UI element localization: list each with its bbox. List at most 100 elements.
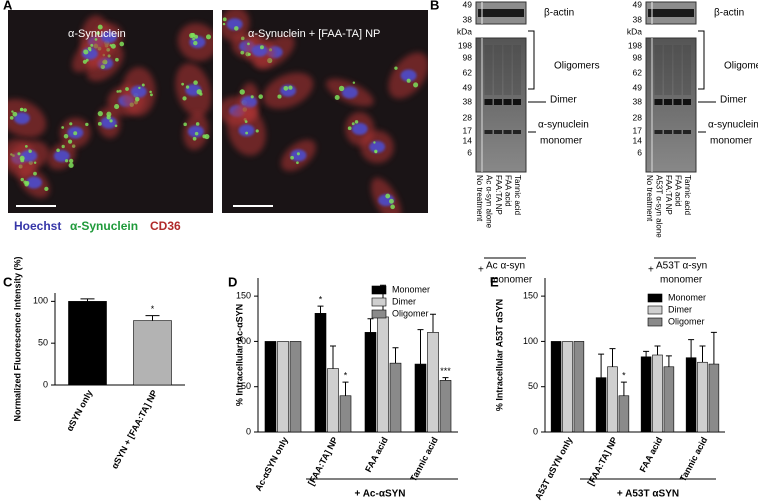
- bar: [427, 332, 439, 433]
- synuclein-spot: [106, 115, 111, 120]
- error-bar: [392, 347, 399, 364]
- lane-label: FAA acid: [503, 175, 512, 207]
- synuclein-spot: [194, 131, 199, 136]
- x-tick-label: A53T αSYN only: [533, 435, 574, 501]
- nucleus: [251, 44, 268, 57]
- oligomer-smear: [494, 45, 502, 95]
- synuclein-spot: [290, 155, 294, 160]
- lane-label: No treatment: [645, 175, 654, 222]
- image-caption: α-Synuclein + [FAA-TA] NP: [248, 28, 380, 40]
- marker-label: 49: [463, 0, 473, 9]
- synuclein-spot: [68, 162, 74, 168]
- monomer-band: [683, 130, 691, 134]
- synuclein-spot: [68, 158, 74, 164]
- dimer-band: [484, 99, 493, 105]
- synuclein-spot: [385, 193, 391, 199]
- synuclein-spot: [97, 121, 102, 126]
- marker-label: 6: [467, 147, 472, 157]
- stain-synuclein: α-Synuclein: [70, 219, 138, 233]
- bar: [389, 362, 402, 433]
- error-bar: [609, 348, 616, 367]
- marker-label: 14: [633, 135, 643, 145]
- synuclein-spot: [351, 122, 355, 126]
- synuclein-spot: [239, 89, 245, 95]
- y-tick-label: 0: [43, 379, 48, 389]
- synuclein-spot: [138, 86, 141, 90]
- synuclein-spot: [67, 139, 73, 144]
- bar: [708, 363, 720, 433]
- synuclein-spot: [296, 152, 300, 156]
- marker-label: 28: [463, 112, 473, 122]
- synuclein-spot: [109, 119, 113, 123]
- synuclein-spot: [244, 120, 248, 124]
- significance: *: [622, 371, 626, 381]
- legend-swatch: [371, 297, 387, 307]
- error-bar: [330, 345, 336, 369]
- marker-label: 198: [458, 40, 472, 50]
- synuclein-spot: [63, 134, 69, 139]
- synuclein-spot: [255, 129, 259, 133]
- synuclein-spot: [114, 104, 120, 110]
- marker-label: 38: [633, 96, 643, 106]
- significance: *: [344, 371, 348, 381]
- synuclein-spot: [61, 126, 65, 129]
- nucleus: [369, 140, 386, 153]
- error-bar: [643, 350, 650, 357]
- lane-label: FAA:TA NP: [664, 175, 673, 215]
- synuclein-spot: [185, 85, 190, 89]
- bar: [697, 361, 708, 433]
- synuclein-spot: [118, 89, 122, 93]
- bar: [618, 395, 630, 433]
- marker-label: 62: [633, 67, 643, 77]
- marker-label: 17: [633, 125, 643, 135]
- cells: [222, 10, 428, 213]
- panel-letter: D: [228, 274, 237, 289]
- marker-label: 38: [463, 96, 473, 106]
- bar: [377, 316, 389, 433]
- y-tick-label: 150: [523, 290, 538, 300]
- legend-label: Dimer: [668, 304, 692, 314]
- error-bar: [710, 331, 717, 365]
- image-caption: α-Synuclein: [68, 28, 126, 40]
- panel-letter: B: [430, 0, 439, 12]
- synuclein-spot: [109, 44, 112, 47]
- synuclein-spot: [141, 83, 145, 87]
- actin-label: β-actin: [714, 8, 744, 19]
- error-bar: [430, 313, 436, 333]
- oligomer-label: Oligomers: [554, 61, 600, 72]
- lane-label: A53T α-syn alone: [654, 175, 663, 238]
- bar: [595, 377, 607, 433]
- oligomer-bracket: [528, 30, 535, 90]
- y-tick-label: 0: [246, 426, 251, 436]
- legend-label: Dimer: [392, 296, 416, 306]
- synuclein-spot: [245, 131, 249, 135]
- synuclein-spot: [83, 49, 89, 55]
- bar: [562, 341, 573, 433]
- synuclein-spot: [125, 87, 129, 91]
- x-tick-label: Tannic acid: [408, 435, 440, 483]
- legend-label: Oligomer: [392, 308, 429, 318]
- x-tick-label: FAA acid: [638, 435, 665, 473]
- bar: [550, 341, 562, 433]
- nucleus: [226, 18, 243, 31]
- bar: [607, 366, 618, 433]
- group-label: + Ac-αSYN: [354, 489, 405, 500]
- synuclein-spot: [288, 85, 293, 90]
- treatment-label: monomer: [660, 275, 703, 286]
- nucleus: [100, 31, 117, 44]
- treatment-label: monomer: [490, 275, 533, 286]
- lane-label: Tannic acid: [683, 175, 692, 215]
- marker-label: 28: [633, 112, 643, 122]
- marker-label: 62: [463, 67, 473, 77]
- dimer-label: Dimer: [720, 95, 747, 106]
- error-bar: [145, 315, 160, 321]
- bar: [339, 395, 352, 433]
- oligomer-smear: [513, 45, 521, 95]
- synuclein-spot: [20, 177, 24, 182]
- bar: [68, 301, 107, 386]
- marker-label: 98: [463, 52, 473, 62]
- nucleus: [400, 69, 417, 82]
- panel-letter: A: [3, 0, 13, 12]
- synuclein-spot: [192, 136, 197, 141]
- nucleus: [130, 85, 147, 98]
